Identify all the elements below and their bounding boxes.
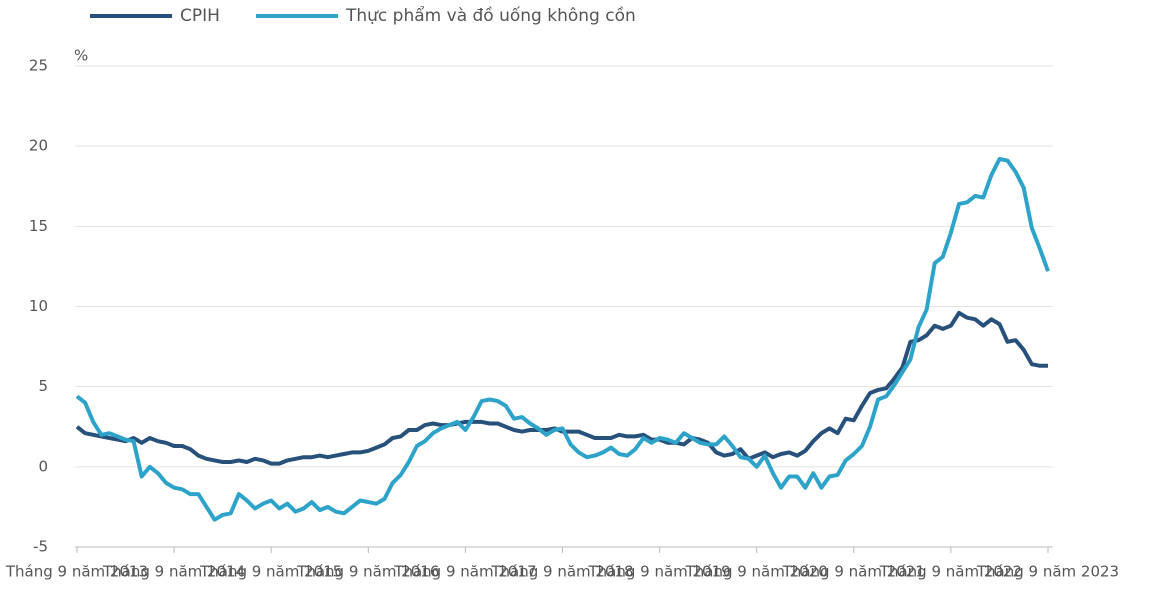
y-tick-label: 5 <box>38 377 48 395</box>
y-tick-label: 10 <box>29 297 48 315</box>
x-tick-label: Tháng 9 năm 2020 <box>685 563 828 581</box>
legend-label: Thực phẩm và đồ uống không cồn <box>345 5 636 26</box>
x-tick-label: Tháng 9 năm 2019 <box>587 563 730 581</box>
x-tick-label: Tháng 9 năm 2014 <box>102 563 245 581</box>
y-tick-label: 25 <box>29 57 48 75</box>
y-tick-label: 0 <box>38 457 48 475</box>
y-tick-label: 20 <box>29 137 48 155</box>
y-axis-unit: % <box>74 47 88 65</box>
series-line <box>75 310 1048 466</box>
x-tick-label: Tháng 9 năm 2017 <box>393 563 536 581</box>
x-tick-label: Tháng 9 năm 2021 <box>782 563 925 581</box>
legend-label: CPIH <box>180 6 220 26</box>
x-tick-label: Tháng 9 năm 2023 <box>976 563 1119 581</box>
series-line <box>75 157 1050 522</box>
x-tick-label: Tháng 9 năm 2018 <box>490 563 633 581</box>
y-tick-label: -5 <box>33 538 48 556</box>
y-tick-label: 15 <box>29 217 48 235</box>
x-tick-label: Tháng 9 năm 2013 <box>5 563 148 581</box>
x-tick-label: Tháng 9 năm 2022 <box>879 563 1022 581</box>
x-tick-label: Tháng 9 năm 2015 <box>199 563 342 581</box>
x-tick-label: Tháng 9 năm 2016 <box>296 563 439 581</box>
